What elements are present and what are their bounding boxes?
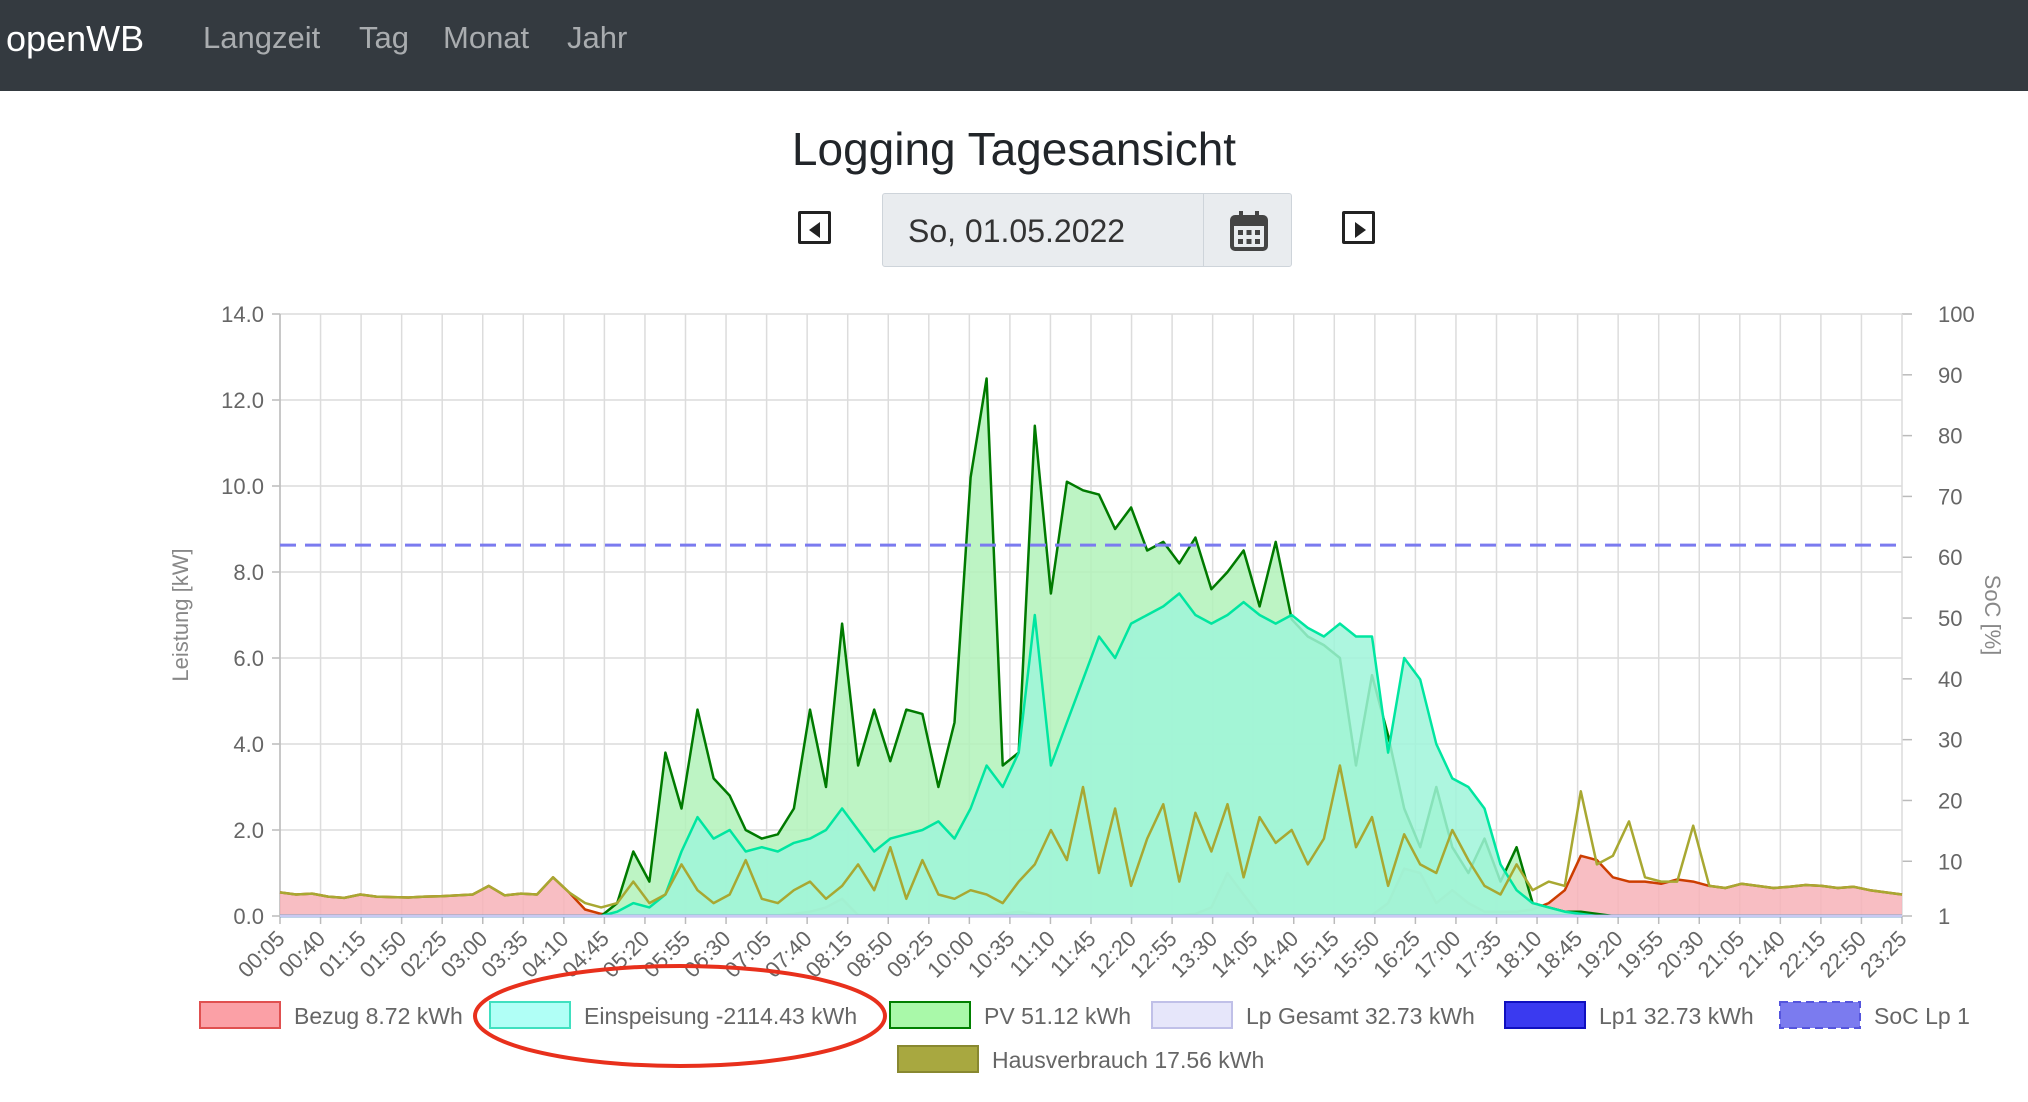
caret-left-icon	[809, 222, 820, 238]
y-tick-label: 4.0	[233, 732, 264, 757]
x-tick-label: 23:25	[1855, 926, 1912, 983]
x-tick-label: 19:20	[1571, 926, 1628, 983]
x-tick-label: 05:55	[638, 926, 695, 983]
page-title: Logging Tagesansicht	[791, 123, 1237, 175]
x-tick-label: 01:15	[314, 926, 371, 983]
y2-tick-label: 10	[1938, 849, 1962, 874]
x-tick-label: 12:55	[1125, 926, 1182, 983]
highlight-ellipse	[473, 964, 887, 1068]
legend-label: Hausverbrauch 17.56 kWh	[992, 1047, 1264, 1073]
y-tick-label: 12.0	[221, 388, 264, 413]
x-tick-label: 21:05	[1693, 926, 1750, 983]
y2-tick-label: 40	[1938, 667, 1962, 692]
x-tick-label: 22:15	[1774, 926, 1831, 983]
x-tick-label: 22:50	[1814, 926, 1871, 983]
x-tick-label: 01:50	[355, 926, 412, 983]
y-tick-label: 14.0	[221, 302, 264, 327]
legend-label: Lp Gesamt 32.73 kWh	[1246, 1003, 1475, 1029]
x-tick-label: 03:00	[436, 926, 493, 983]
x-tick-label: 00:40	[273, 926, 330, 983]
x-tick-label: 17:00	[1409, 926, 1466, 983]
x-tick-label: 06:30	[679, 926, 736, 983]
navbar: openWB Langzeit Tag Monat Jahr	[0, 0, 2028, 91]
y2-tick-label: 90	[1938, 363, 1962, 388]
next-day-button[interactable]	[1342, 211, 1375, 244]
x-tick-label: 10:35	[963, 926, 1020, 983]
x-tick-label: 08:15	[801, 926, 858, 983]
x-tick-label: 09:25	[882, 926, 939, 983]
prev-day-button[interactable]	[798, 211, 831, 244]
chart-legend: Bezug 8.72 kWh Einspeisung -2114.43 kWh PV…	[199, 964, 1970, 1073]
legend-label: Einspeisung -2114.43 kWh	[584, 1003, 857, 1029]
x-tick-label: 08:50	[841, 926, 898, 983]
x-tick-label: 18:10	[1490, 926, 1547, 983]
x-tick-label: 05:20	[598, 926, 655, 983]
legend-label: Bezug 8.72 kWh	[294, 1003, 463, 1029]
calendar-icon[interactable]	[1229, 210, 1269, 252]
y-tick-label: 10.0	[221, 474, 264, 499]
x-tick-label: 07:05	[720, 926, 777, 983]
y-axis-title: Leistung [kW]	[168, 548, 193, 681]
x-tick-label: 00:05	[233, 926, 290, 983]
y2-tick-label: 20	[1938, 788, 1962, 813]
y2-tick-label: 100	[1938, 302, 1975, 327]
x-tick-label: 14:05	[1206, 926, 1263, 983]
x-tick-label: 03:35	[476, 926, 533, 983]
caret-right-icon	[1355, 222, 1366, 238]
legend-label: Lp1 32.73 kWh	[1599, 1003, 1754, 1029]
y-tick-label: 8.0	[233, 560, 264, 585]
x-tick-label: 20:30	[1652, 926, 1709, 983]
series-area-einspeisung	[280, 593, 1902, 916]
x-tick-label: 15:50	[1328, 926, 1385, 983]
x-tick-label: 16:25	[1368, 926, 1425, 983]
chart-grid	[272, 313, 1912, 924]
legend-label: PV 51.12 kWh	[984, 1003, 1131, 1029]
y2-tick-label: 1	[1938, 904, 1950, 929]
date-field[interactable]: So, 01.05.2022	[908, 213, 1126, 249]
series-line-hausverbrauch	[279, 764, 1903, 909]
legend-swatch	[1504, 1001, 1586, 1029]
x-tick-label: 14:40	[1247, 926, 1304, 983]
x-tick-label: 12:20	[1084, 926, 1141, 983]
brand-logo[interactable]: openWB	[6, 18, 145, 59]
nav-link-monat[interactable]: Monat	[443, 20, 530, 55]
x-tick-label: 19:55	[1612, 926, 1669, 983]
nav-link-tag[interactable]: Tag	[359, 20, 409, 55]
chart-series	[279, 377, 1903, 918]
x-tick-label: 21:40	[1733, 926, 1790, 983]
date-picker[interactable]: So, 01.05.2022	[882, 193, 1292, 267]
x-tick-label: 18:45	[1531, 926, 1588, 983]
y-tick-label: 6.0	[233, 646, 264, 671]
legend-label: SoC Lp 1	[1874, 1003, 1970, 1029]
y-tick-label: 0.0	[233, 904, 264, 929]
legend-swatch	[897, 1045, 979, 1073]
legend-swatch	[489, 1001, 571, 1029]
nav-link-jahr[interactable]: Jahr	[567, 20, 628, 55]
series-area-bezug	[280, 855, 1902, 916]
y2-tick-label: 30	[1938, 728, 1962, 753]
y-tick-label: 2.0	[233, 818, 264, 843]
nav-link-langzeit[interactable]: Langzeit	[203, 20, 321, 55]
y2-tick-label: 80	[1938, 424, 1962, 449]
y2-tick-label: 70	[1938, 484, 1962, 509]
series-area-pv	[280, 378, 1902, 916]
x-tick-label: 13:30	[1166, 926, 1223, 983]
x-tick-label: 11:10	[1005, 926, 1060, 981]
y2-tick-label: 50	[1938, 606, 1962, 631]
y2-axis-title: SoC [%]	[1980, 575, 2005, 656]
date-divider	[1203, 194, 1204, 266]
legend-swatch	[889, 1001, 971, 1029]
x-tick-label: 10:00	[922, 926, 979, 983]
legend-swatch	[199, 1001, 281, 1029]
y2-tick-label: 60	[1938, 545, 1962, 570]
x-tick-label: 17:35	[1449, 926, 1506, 983]
x-tick-label: 15:15	[1287, 926, 1344, 983]
legend-swatch	[1779, 1001, 1861, 1029]
x-tick-label: 02:25	[395, 926, 452, 983]
legend-swatch	[1151, 1001, 1233, 1029]
energy-chart: 0.0 2.0 4.0 6.0 8.0 10.0 12.0 14.0 1 10 20 30 40 50 60…	[168, 302, 2005, 1073]
